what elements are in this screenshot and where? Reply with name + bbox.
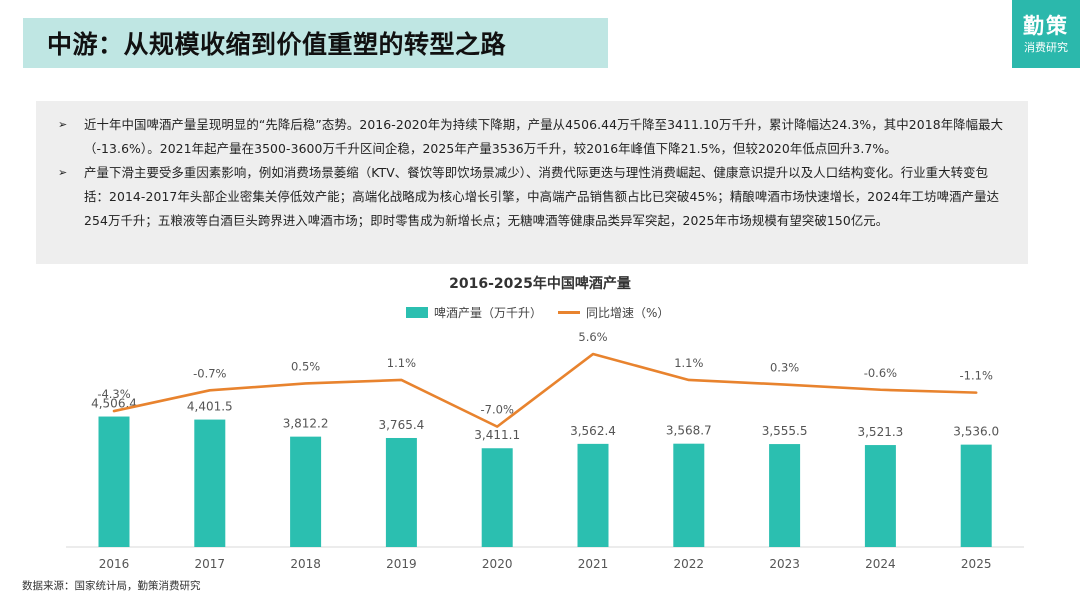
bar-2020 <box>481 448 513 547</box>
bar-value-labels: 4,506.4 4,401.5 3,812.2 3,765.4 3,411.1 3,562… <box>91 397 999 443</box>
bar-value-label-2022: 3,568.7 <box>666 424 712 438</box>
x-axis-ticks: 2016 2017 2018 2019 2020 2021 2022 2023 2024 2025 <box>99 557 992 571</box>
x-tick-2021: 2021 <box>578 557 609 571</box>
chart-title: 2016-2025年中国啤酒产量 <box>449 275 631 292</box>
summary-text: 产量下滑主要受多重因素影响，例如消费场景萎缩（KTV、餐饮等即饮场景减少）、消费… <box>84 165 1000 228</box>
growth-value-label-2025: -1.1% <box>960 369 993 383</box>
bar-2016 <box>98 416 130 547</box>
growth-value-labels: -4.3% -0.7% 0.5% 1.1% -7.0% 5.6% 1.1% 0.3% -0.6%… <box>97 330 993 417</box>
bar-value-label-2019: 3,765.4 <box>378 418 424 432</box>
arrow-bullet-icon: ➢ <box>58 118 68 131</box>
summary-bullet: ➢ 近十年中国啤酒产量呈现明显的“先降后稳”态势。2016-2020年为持续下降… <box>58 113 1006 161</box>
bar-value-label-2017: 4,401.5 <box>187 400 233 414</box>
growth-line <box>112 352 978 428</box>
bar-2024 <box>864 445 896 547</box>
chart-legend: 啤酒产量（万千升） 同比增速（%） <box>406 305 669 320</box>
arrow-bullet-icon: ➢ <box>58 166 68 179</box>
logo-main-text: 勤策 <box>1023 14 1069 38</box>
bar-value-label-2016: 4,506.4 <box>91 397 137 411</box>
growth-value-label-2018: 0.5% <box>291 359 320 373</box>
logo-sub-text: 消费研究 <box>1024 41 1068 54</box>
growth-value-label-2017: -0.7% <box>193 366 226 380</box>
growth-value-label-2021: 5.6% <box>578 330 607 344</box>
summary-text: 近十年中国啤酒产量呈现明显的“先降后稳”态势。2016-2020年为持续下降期，… <box>84 117 1004 156</box>
page-title: 中游：从规模收缩到价值重塑的转型之路 <box>47 30 507 59</box>
bar-2017 <box>194 419 226 547</box>
x-tick-2016: 2016 <box>99 557 130 571</box>
x-tick-2025: 2025 <box>961 557 992 571</box>
bar-value-label-2023: 3,555.5 <box>762 424 808 438</box>
legend-swatch-bar <box>406 307 428 318</box>
bar-2022 <box>673 443 705 547</box>
legend-label-line: 同比增速（%） <box>586 306 669 320</box>
growth-value-label-2019: 1.1% <box>387 356 416 370</box>
summary-bullet: ➢ 产量下滑主要受多重因素影响，例如消费场景萎缩（KTV、餐饮等即饮场景减少）、… <box>58 161 1006 233</box>
x-tick-2017: 2017 <box>195 557 226 571</box>
bar-2018 <box>290 436 322 547</box>
bar-value-label-2018: 3,812.2 <box>283 417 329 431</box>
x-tick-2022: 2022 <box>674 557 705 571</box>
growth-value-label-2016: -4.3% <box>97 387 130 401</box>
growth-value-label-2023: 0.3% <box>770 361 799 375</box>
brand-logo: 勤策 消费研究 <box>1012 0 1080 68</box>
x-tick-2018: 2018 <box>290 557 321 571</box>
bar-value-label-2024: 3,521.3 <box>857 425 903 439</box>
bar-2023 <box>769 444 801 547</box>
bar-series <box>98 416 992 547</box>
summary-box: ➢ 近十年中国啤酒产量呈现明显的“先降后稳”态势。2016-2020年为持续下降… <box>36 101 1028 264</box>
bar-2019 <box>385 437 417 547</box>
x-tick-2019: 2019 <box>386 557 417 571</box>
x-tick-2023: 2023 <box>769 557 800 571</box>
growth-line-series <box>112 352 978 428</box>
bar-2025 <box>960 444 992 547</box>
growth-value-label-2022: 1.1% <box>674 356 703 370</box>
growth-value-label-2020: -7.0% <box>481 403 514 417</box>
x-tick-2024: 2024 <box>865 557 896 571</box>
bar-value-label-2025: 3,536.0 <box>953 425 999 439</box>
growth-value-label-2024: -0.6% <box>864 366 897 380</box>
bar-value-label-2021: 3,562.4 <box>570 424 616 438</box>
data-source-note: 数据来源：国家统计局，勤策消费研究 <box>22 580 201 592</box>
title-bar: 中游：从规模收缩到价值重塑的转型之路 <box>23 18 608 68</box>
bar-value-label-2020: 3,411.1 <box>474 428 520 442</box>
beer-production-chart: 2016-2025年中国啤酒产量 啤酒产量（万千升） 同比增速（%） 4,506… <box>66 275 1024 571</box>
x-tick-2020: 2020 <box>482 557 513 571</box>
legend-label-bar: 啤酒产量（万千升） <box>434 305 542 320</box>
bar-2021 <box>577 443 609 547</box>
